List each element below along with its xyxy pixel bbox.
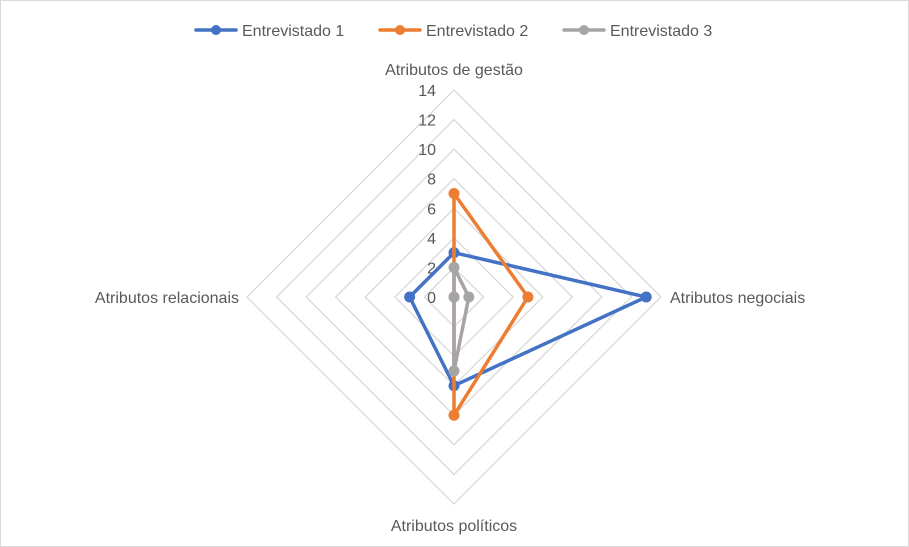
series-2	[448, 188, 534, 421]
series-3	[448, 261, 475, 377]
legend-item-entrevistado-1[interactable]: Entrevistado 1	[194, 23, 344, 40]
tick-label: 12	[418, 113, 436, 130]
grid-ring	[246, 89, 662, 505]
grid-ring	[275, 118, 633, 476]
tick-label: 14	[418, 83, 436, 100]
legend-label: Entrevistado 3	[610, 23, 712, 40]
data-point[interactable]	[448, 365, 460, 377]
tick-label: 8	[427, 172, 436, 189]
tick-labels: 0 2 4 6 8 10 12 14	[418, 83, 436, 307]
legend-label: Entrevistado 2	[426, 23, 528, 40]
data-point[interactable]	[448, 188, 460, 199]
data-point[interactable]	[522, 291, 534, 303]
data-point[interactable]	[463, 291, 475, 303]
axis-label-relacionais: Atributos relacionais	[95, 290, 239, 307]
axis-label-politicos: Atributos políticos	[391, 518, 517, 535]
data-point[interactable]	[448, 291, 460, 303]
legend-label: Entrevistado 1	[242, 23, 344, 40]
data-point[interactable]	[448, 409, 460, 421]
data-point[interactable]	[404, 291, 416, 303]
tick-label: 2	[427, 260, 436, 277]
axis-label-gestao: Atributos de gestão	[385, 62, 523, 79]
series-1	[404, 247, 652, 392]
tick-label: 10	[418, 142, 436, 159]
data-point[interactable]	[448, 261, 460, 273]
series-line	[407, 250, 648, 388]
legend-item-entrevistado-2[interactable]: Entrevistado 2	[378, 23, 528, 40]
axis-label-negociais: Atributos negociais	[670, 290, 805, 307]
grid-ring	[305, 148, 603, 446]
data-point[interactable]	[640, 291, 652, 303]
axis-labels: Atributos de gestão Atributos negociais …	[95, 62, 805, 535]
tick-label: 6	[427, 201, 436, 218]
legend: Entrevistado 1 Entrevistado 2 Entrevista…	[194, 23, 712, 40]
data-series	[404, 188, 652, 421]
radar-grid	[246, 89, 662, 505]
legend-item-entrevistado-3[interactable]: Entrevistado 3	[562, 23, 712, 40]
tick-label: 0	[427, 290, 436, 307]
tick-label: 4	[427, 231, 436, 248]
